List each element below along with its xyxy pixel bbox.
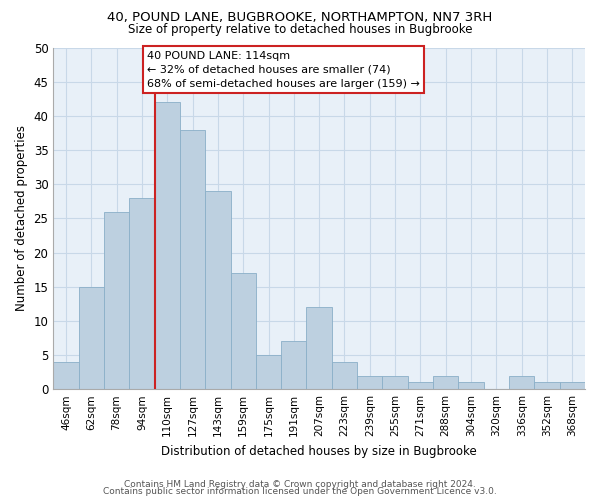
Bar (79, 286, 104, 389)
Bar (307, 307, 332, 389)
Bar (230, 273, 256, 389)
Text: 40 POUND LANE: 114sqm
← 32% of detached houses are smaller (74)
68% of semi-deta: 40 POUND LANE: 114sqm ← 32% of detached … (147, 51, 420, 89)
Text: Size of property relative to detached houses in Bugbrooke: Size of property relative to detached ho… (128, 22, 472, 36)
Y-axis label: Number of detached properties: Number of detached properties (15, 126, 28, 312)
Bar (180, 130, 205, 389)
Bar (281, 342, 307, 389)
Bar (458, 382, 484, 389)
Bar (357, 376, 382, 389)
Bar (104, 212, 129, 389)
Bar (129, 198, 155, 389)
Text: Contains public sector information licensed under the Open Government Licence v3: Contains public sector information licen… (103, 487, 497, 496)
X-axis label: Distribution of detached houses by size in Bugbrooke: Distribution of detached houses by size … (161, 444, 477, 458)
Bar (560, 382, 585, 389)
Bar (53, 362, 79, 389)
Bar (408, 382, 433, 389)
Bar (155, 102, 180, 389)
Bar (535, 382, 560, 389)
Bar (332, 362, 357, 389)
Bar (382, 376, 408, 389)
Text: Contains HM Land Registry data © Crown copyright and database right 2024.: Contains HM Land Registry data © Crown c… (124, 480, 476, 489)
Bar (433, 376, 458, 389)
Bar (509, 376, 535, 389)
Bar (256, 355, 281, 389)
Bar (205, 191, 230, 389)
Text: 40, POUND LANE, BUGBROOKE, NORTHAMPTON, NN7 3RH: 40, POUND LANE, BUGBROOKE, NORTHAMPTON, … (107, 11, 493, 24)
